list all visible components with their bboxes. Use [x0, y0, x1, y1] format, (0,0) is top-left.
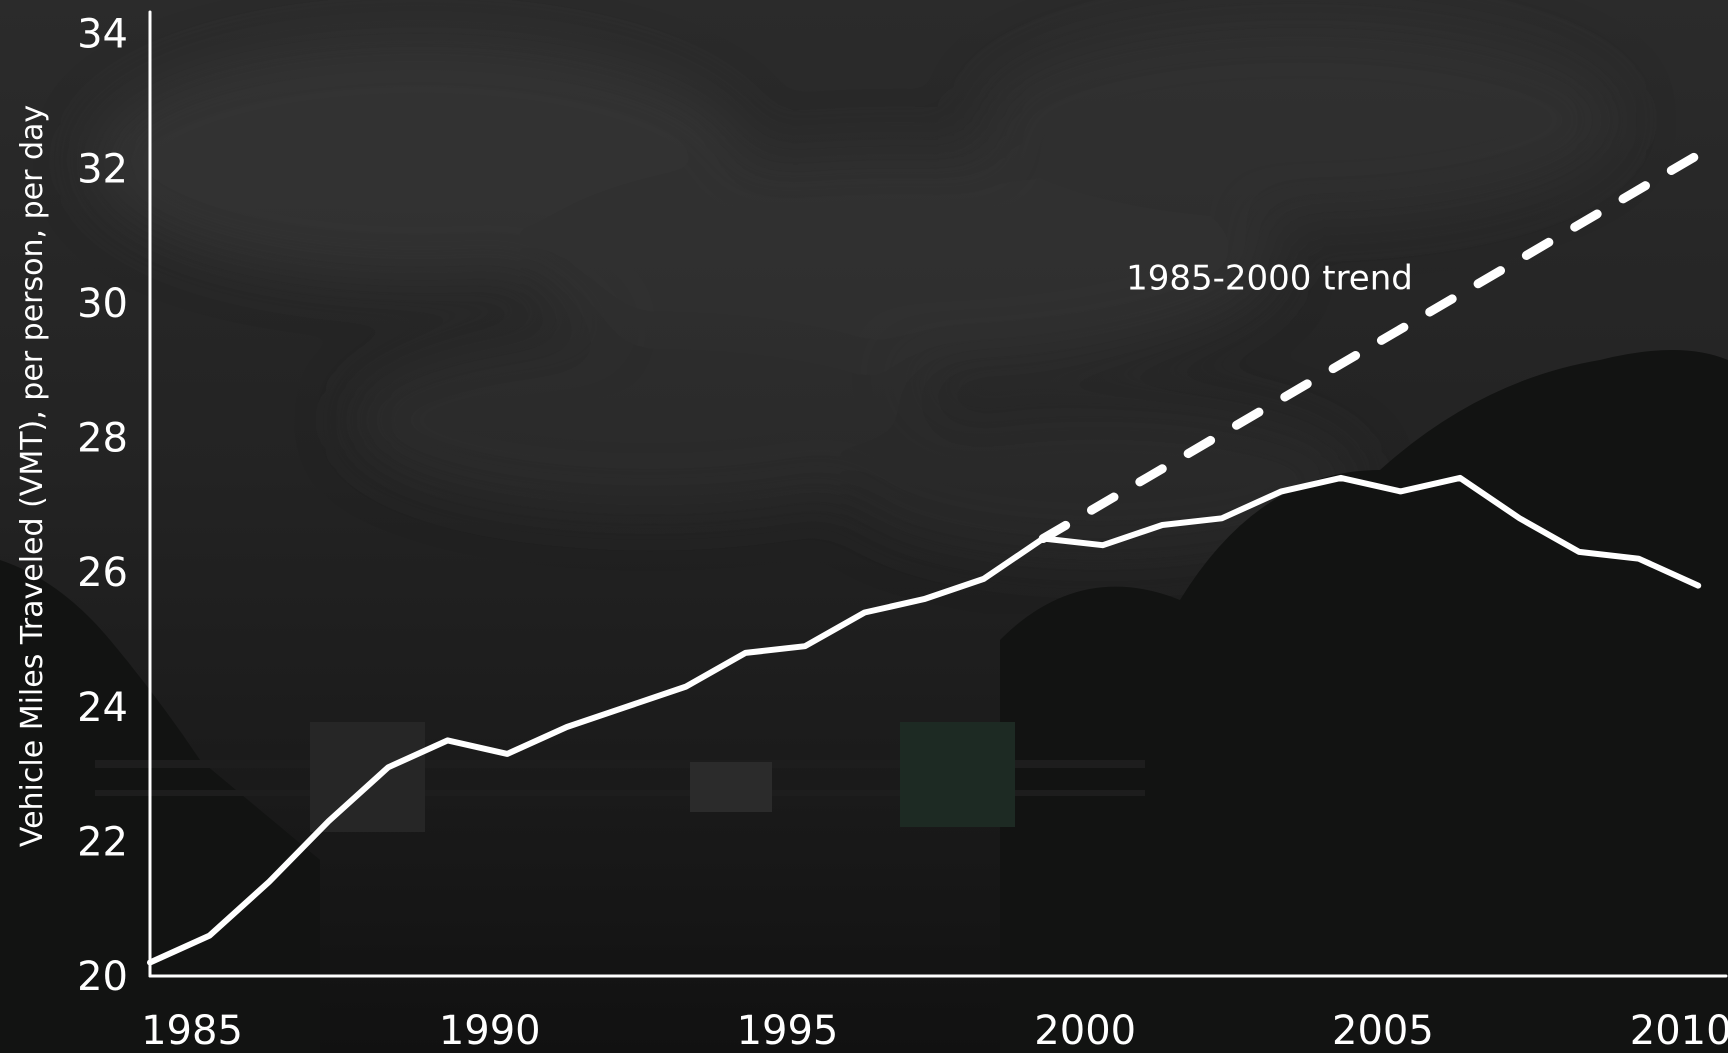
x-tick-label: 1990 — [439, 1008, 541, 1053]
vmt-series-line — [147, 474, 1702, 966]
trend-line-1985-2000 — [1038, 150, 1703, 543]
x-tick-label: 1995 — [737, 1008, 839, 1053]
y-tick-label: 20 — [77, 954, 128, 1000]
x-tick-label: 2010 — [1630, 1008, 1728, 1053]
axes — [148, 10, 1728, 978]
x-tick-label: 2005 — [1332, 1008, 1434, 1053]
y-tick-label: 28 — [77, 416, 128, 462]
series-lines — [147, 150, 1703, 966]
y-tick-label: 22 — [77, 819, 128, 865]
y-tick-label: 34 — [77, 12, 128, 58]
y-tick-label: 30 — [77, 281, 128, 327]
x-tick-label: 1985 — [141, 1008, 243, 1053]
plot-area: 20 22 24 26 28 30 32 34 1985 1990 1995 2000 2005 2010 — [77, 10, 1728, 1053]
tick-labels: 20 22 24 26 28 30 32 34 1985 1990 1995 2000 2005 2010 — [77, 12, 1728, 1053]
trend-annotation: 1985-2000 trend — [1126, 258, 1413, 298]
x-tick-label: 2000 — [1034, 1008, 1136, 1053]
y-tick-label: 24 — [77, 685, 128, 731]
y-axis-label: Vehicle Miles Traveled (VMT), per person… — [15, 105, 50, 847]
y-tick-label: 32 — [77, 146, 128, 192]
y-tick-label: 26 — [77, 550, 128, 596]
